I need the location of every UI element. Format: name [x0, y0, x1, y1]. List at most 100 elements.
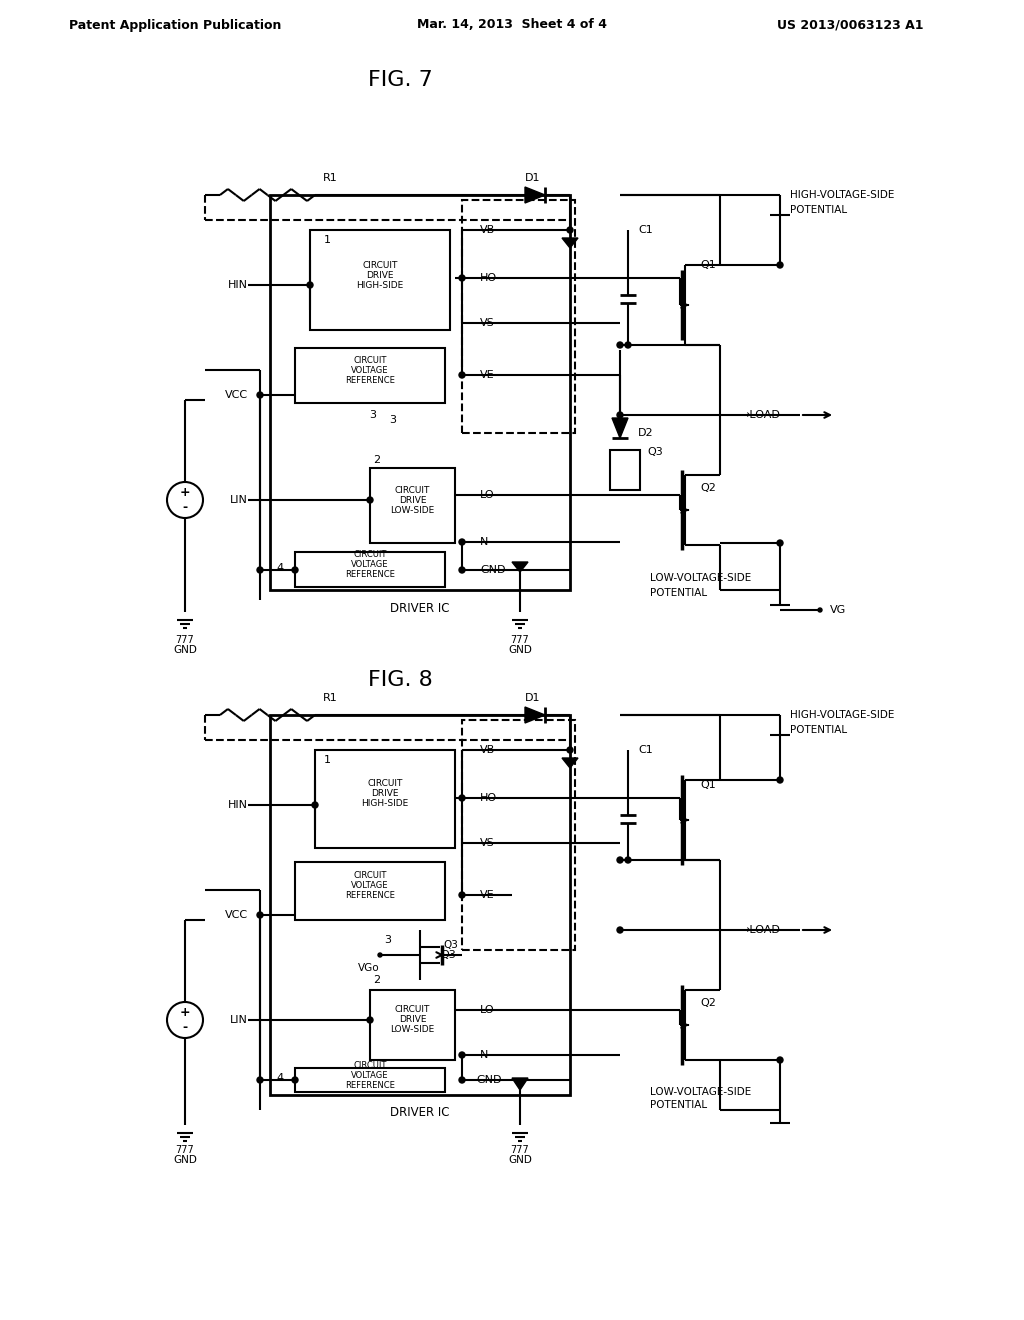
Circle shape — [292, 568, 298, 573]
Text: VOLTAGE: VOLTAGE — [351, 366, 389, 375]
Text: VOLTAGE: VOLTAGE — [351, 560, 389, 569]
Text: CIRCUIT: CIRCUIT — [353, 550, 387, 558]
Text: CIRCUIT: CIRCUIT — [353, 356, 387, 366]
Circle shape — [617, 857, 623, 863]
Text: 3: 3 — [370, 411, 377, 420]
Circle shape — [459, 275, 465, 281]
Circle shape — [459, 795, 465, 801]
Text: VOLTAGE: VOLTAGE — [351, 1071, 389, 1080]
Text: VCC: VCC — [225, 389, 248, 400]
Circle shape — [625, 342, 631, 348]
Text: REFERENCE: REFERENCE — [345, 1081, 395, 1089]
Circle shape — [257, 568, 263, 573]
Text: POTENTIAL: POTENTIAL — [790, 725, 847, 735]
Circle shape — [567, 747, 573, 752]
Circle shape — [257, 912, 263, 917]
Text: HIGH-SIDE: HIGH-SIDE — [361, 800, 409, 808]
Text: 3: 3 — [389, 414, 396, 425]
Text: Patent Application Publication: Patent Application Publication — [69, 18, 282, 32]
Circle shape — [378, 953, 382, 957]
Text: HIN: HIN — [228, 800, 248, 810]
Circle shape — [459, 892, 465, 898]
Bar — [295, 552, 445, 587]
Text: DRIVE: DRIVE — [372, 789, 398, 799]
Text: -: - — [182, 1022, 187, 1035]
Polygon shape — [512, 1078, 528, 1090]
Text: VOLTAGE: VOLTAGE — [351, 882, 389, 891]
Circle shape — [459, 1077, 465, 1082]
Circle shape — [777, 540, 783, 546]
Bar — [370, 990, 455, 1060]
Text: VS: VS — [480, 838, 495, 847]
Text: GND: GND — [508, 645, 531, 655]
Text: 3: 3 — [384, 935, 391, 945]
Text: D2: D2 — [638, 428, 653, 438]
Text: LIN: LIN — [230, 495, 248, 506]
Bar — [295, 862, 445, 920]
Text: HO: HO — [480, 793, 497, 803]
Bar — [310, 230, 450, 330]
Bar — [610, 450, 640, 490]
Circle shape — [617, 412, 623, 418]
Text: VB: VB — [480, 744, 496, 755]
Text: Q3: Q3 — [443, 940, 458, 950]
Text: VE: VE — [480, 370, 495, 380]
Text: Mar. 14, 2013  Sheet 4 of 4: Mar. 14, 2013 Sheet 4 of 4 — [417, 18, 607, 32]
Text: C1: C1 — [638, 224, 652, 235]
Text: POTENTIAL: POTENTIAL — [650, 1100, 708, 1110]
Circle shape — [292, 1077, 298, 1082]
Text: Q1: Q1 — [700, 260, 716, 271]
Text: LO: LO — [480, 490, 495, 500]
Circle shape — [567, 227, 573, 234]
Bar — [370, 469, 455, 543]
Text: +: + — [179, 486, 190, 499]
Text: N: N — [480, 1049, 488, 1060]
Circle shape — [459, 372, 465, 378]
Text: HIGH-VOLTAGE-SIDE: HIGH-VOLTAGE-SIDE — [790, 710, 894, 719]
Bar — [295, 1068, 445, 1092]
Circle shape — [257, 1077, 263, 1082]
Circle shape — [777, 1057, 783, 1063]
Bar — [295, 348, 445, 403]
Text: VCC: VCC — [225, 909, 248, 920]
Text: C1: C1 — [638, 744, 652, 755]
Text: GND: GND — [476, 1074, 502, 1085]
Text: HIGH-SIDE: HIGH-SIDE — [356, 281, 403, 289]
Text: R1: R1 — [323, 173, 337, 183]
Circle shape — [617, 342, 623, 348]
Text: 777: 777 — [511, 1144, 529, 1155]
Text: VE: VE — [480, 890, 495, 900]
Text: REFERENCE: REFERENCE — [345, 570, 395, 579]
Text: 2: 2 — [374, 975, 381, 985]
Text: CIRCUIT: CIRCUIT — [395, 486, 430, 495]
Text: Q3: Q3 — [440, 950, 456, 960]
Text: HIN: HIN — [228, 280, 248, 290]
Text: DRIVE: DRIVE — [398, 1015, 426, 1024]
Text: -: - — [182, 502, 187, 515]
Text: GND: GND — [173, 645, 197, 655]
Text: R1: R1 — [323, 693, 337, 704]
Circle shape — [367, 498, 373, 503]
Bar — [462, 719, 575, 950]
Text: CIRCUIT: CIRCUIT — [362, 260, 397, 269]
Text: VGo: VGo — [358, 964, 380, 973]
Text: FIG. 8: FIG. 8 — [368, 671, 432, 690]
Circle shape — [459, 1052, 465, 1059]
Text: REFERENCE: REFERENCE — [345, 376, 395, 385]
Circle shape — [777, 777, 783, 783]
Circle shape — [459, 568, 465, 573]
Bar — [270, 195, 570, 590]
Circle shape — [367, 1016, 373, 1023]
Text: LO: LO — [480, 1005, 495, 1015]
Circle shape — [617, 927, 623, 933]
Text: DRIVE: DRIVE — [398, 496, 426, 506]
Text: GND: GND — [480, 565, 506, 576]
Text: 4: 4 — [276, 1073, 284, 1082]
Text: GND: GND — [173, 1155, 197, 1166]
Text: 1: 1 — [324, 755, 331, 766]
Polygon shape — [525, 708, 545, 723]
Bar — [462, 201, 575, 433]
Text: VB: VB — [480, 224, 496, 235]
Text: LOW-SIDE: LOW-SIDE — [390, 1026, 434, 1035]
Polygon shape — [512, 562, 528, 572]
